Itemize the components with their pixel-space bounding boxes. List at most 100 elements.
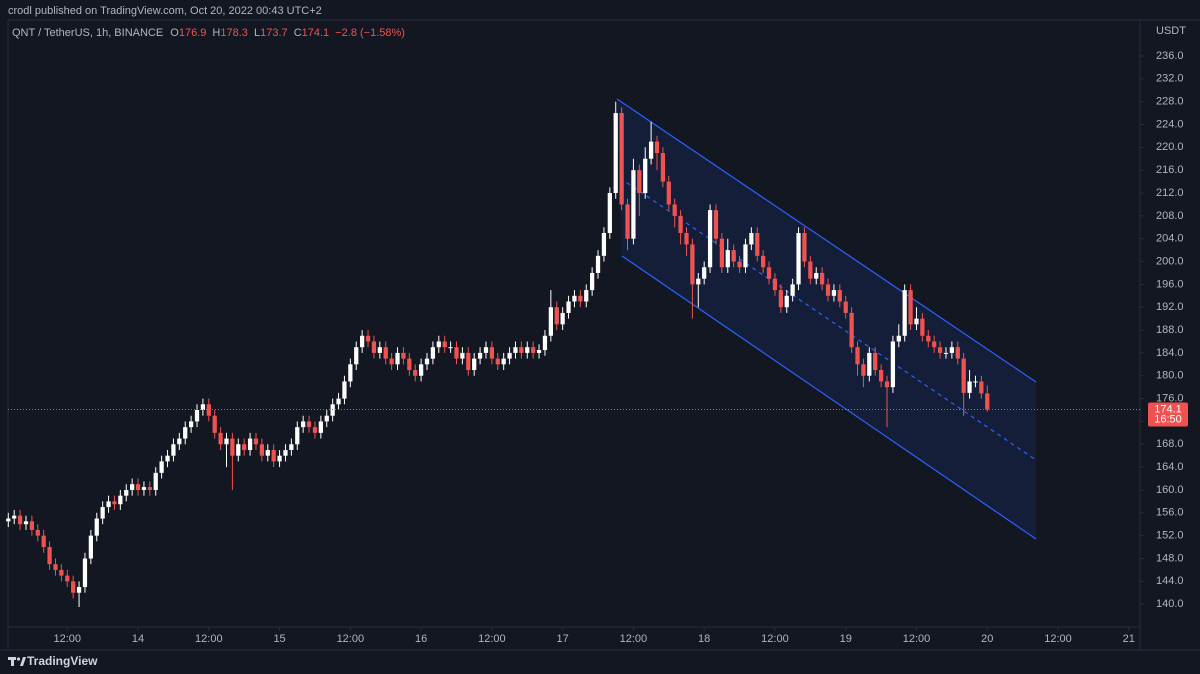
candle-body (424, 358, 430, 365)
candle-body (707, 210, 713, 268)
candle-body (525, 347, 530, 353)
channel-fill (617, 99, 1036, 539)
candle-body (29, 521, 35, 530)
candle-body (825, 284, 831, 296)
candle-body (407, 358, 412, 371)
candle-body (141, 487, 147, 490)
candle-body (979, 381, 984, 394)
candle-body (619, 113, 624, 205)
candle-body (590, 272, 595, 291)
y-tick-label: 188.0 (1156, 324, 1184, 336)
candle-body (442, 341, 447, 348)
candle-body (820, 272, 825, 285)
candle-body (430, 347, 436, 359)
axes: 140.0 144.0 148.0 152.0 156.0 160.0 164.0 168.0… (8, 50, 1188, 645)
candle-body (188, 421, 194, 428)
candle-body (306, 421, 312, 428)
candle-body (861, 364, 866, 376)
candle-body (607, 193, 612, 233)
candle-body (82, 558, 88, 588)
candle-body (41, 535, 46, 548)
candle-body (973, 381, 978, 383)
candle-body (766, 267, 772, 279)
ohlc-label: O (170, 27, 179, 39)
symbol: QNT / TetherUS, 1h, BINANCE (12, 27, 163, 39)
candle-body (684, 232, 689, 245)
candle-body (531, 347, 536, 353)
candle-body (643, 158, 648, 194)
candle-body (342, 381, 347, 399)
candle-body (873, 352, 878, 371)
ohlc-value: 174.1 (302, 27, 330, 39)
candle-body (513, 347, 518, 353)
y-tick-label: 140.0 (1156, 598, 1184, 610)
candle-body (967, 381, 972, 393)
legend: QNT / TetherUS, 1h, BINANCE O176.9 H178.… (12, 27, 405, 39)
y-tick-label: 192.0 (1156, 301, 1184, 313)
candle-body (631, 170, 636, 239)
candle-body (135, 484, 141, 490)
x-tick-label: 12:00 (195, 633, 223, 645)
candle-body (890, 341, 896, 388)
candle-body (354, 347, 359, 365)
candle-body (395, 352, 400, 365)
candle-body (401, 352, 406, 359)
candle-body (595, 255, 601, 273)
candle-body (702, 267, 707, 279)
logo-part (16, 657, 21, 661)
y-tick-label: 208.0 (1156, 210, 1184, 222)
y-tick-label: 212.0 (1156, 187, 1184, 199)
candle-body (47, 547, 52, 565)
candle-body (230, 438, 235, 456)
candle-body (985, 393, 990, 410)
ohlc-value: 178.3 (220, 27, 248, 39)
x-tick-label: 12:00 (54, 633, 82, 645)
y-tick-label: 156.0 (1156, 507, 1184, 519)
candle-body (318, 421, 323, 433)
candle-body (743, 244, 748, 268)
candle-body (259, 444, 265, 456)
y-tick-label: 160.0 (1156, 484, 1184, 496)
y-tick-label: 144.0 (1156, 575, 1184, 587)
candle-body (495, 358, 500, 365)
y-tick-label: 216.0 (1156, 164, 1184, 176)
candle-body (560, 312, 565, 325)
candle-body (106, 501, 111, 508)
currency: USDT (1156, 25, 1186, 37)
y-tick-label: 200.0 (1156, 255, 1184, 267)
candle-body (112, 501, 117, 505)
candle-body (171, 444, 176, 456)
candle-body (460, 352, 465, 359)
y-tick-label: 164.0 (1156, 461, 1184, 473)
candle-body (843, 301, 848, 313)
y-tick-label: 224.0 (1156, 118, 1184, 130)
candle-body (749, 232, 754, 245)
candle-body (949, 347, 954, 353)
candle-body (448, 347, 453, 349)
candle-body (637, 170, 642, 194)
candle-body (855, 347, 860, 365)
y-tick-label: 152.0 (1156, 530, 1184, 542)
last-price-label: 174.1 (1154, 403, 1182, 415)
ohlc-label: C (294, 27, 302, 39)
candle-body (678, 215, 683, 233)
candle-body (737, 261, 742, 268)
candle-body (920, 318, 925, 336)
y-tick-label: 176.0 (1156, 392, 1184, 404)
candle-body (584, 290, 589, 302)
x-tick-label: 16 (415, 633, 427, 645)
brand-logo (8, 657, 26, 666)
change: −2.8 (−1.58%) (335, 27, 405, 39)
x-tick-label: 15 (273, 633, 285, 645)
candle-body (672, 204, 677, 216)
candle-body (961, 358, 966, 393)
brand: TradingView (27, 654, 98, 668)
candle-body (613, 113, 618, 194)
candle-body (489, 347, 495, 359)
candle-body (943, 352, 949, 354)
candle-body (713, 210, 719, 239)
candle-body (796, 232, 801, 285)
candle-body (200, 404, 206, 411)
logo-part (11, 657, 14, 666)
x-tick-label: 19 (840, 633, 852, 645)
